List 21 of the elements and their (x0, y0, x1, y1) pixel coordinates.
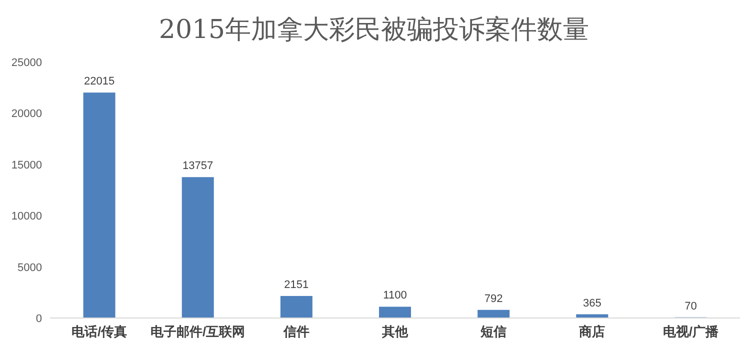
data-label: 70 (684, 300, 697, 312)
x-tick-label: 电子邮件/互联网 (150, 324, 246, 339)
y-tick-label: 25000 (11, 57, 42, 69)
y-tick-label: 5000 (18, 262, 42, 274)
y-tick-label: 0 (36, 313, 42, 325)
y-tick-label: 20000 (11, 108, 42, 120)
data-label: 13757 (182, 160, 214, 172)
x-tick-label: 短信 (480, 324, 507, 339)
x-tick-label: 信件 (282, 324, 310, 339)
data-label: 22015 (84, 76, 115, 88)
x-tick-label: 商店 (578, 324, 606, 339)
x-tick-label: 电视/广播 (662, 324, 720, 339)
data-label: 792 (484, 292, 503, 305)
y-tick-label: 15000 (11, 159, 42, 172)
data-label: 2151 (284, 278, 309, 291)
x-tick-label: 电话/传真 (71, 324, 128, 339)
data-label: 365 (582, 297, 602, 310)
title: 2015年加拿大彩民被骗投诉案件数量 (158, 15, 590, 45)
y-tick-label: 10000 (11, 210, 42, 223)
data-label: 1100 (383, 290, 407, 302)
x-tick-label: 其他 (381, 324, 409, 339)
